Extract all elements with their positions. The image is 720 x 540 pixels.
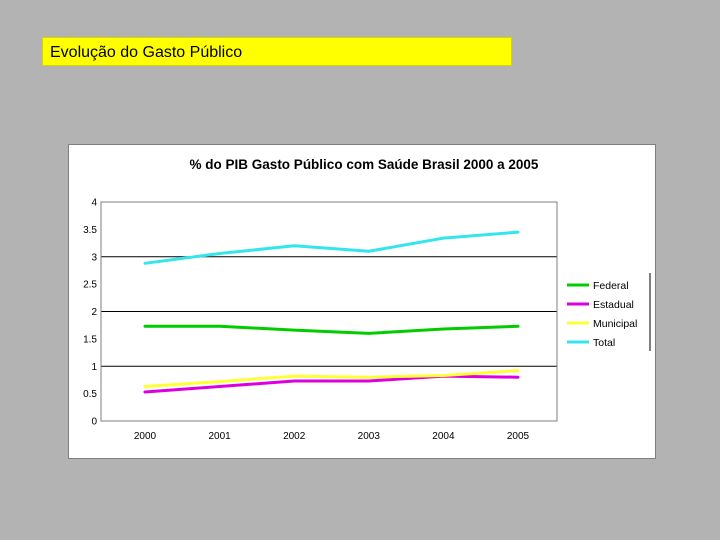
x-tick-label: 2002 — [283, 431, 306, 442]
y-tick-label: 0.5 — [83, 389, 97, 400]
x-tick-label: 2005 — [507, 431, 530, 442]
series-lines — [143, 230, 520, 394]
series-line-municipal — [143, 369, 520, 389]
x-tick-label: 2001 — [208, 431, 231, 442]
legend-label: Municipal — [593, 318, 637, 330]
legend: Federal Estadual Municipal Total — [567, 273, 651, 351]
y-tick-label: 4 — [91, 198, 97, 209]
y-tick-label: 3 — [91, 252, 97, 263]
legend-label: Estadual — [593, 299, 634, 311]
y-tick-label: 2.5 — [83, 280, 97, 291]
y-axis-ticks: 0 0.5 1 1.5 2 2.5 3 3.5 4 — [83, 198, 97, 428]
legend-label: Federal — [593, 280, 629, 292]
y-tick-label: 2 — [91, 307, 97, 318]
x-axis-ticks: 2000 2001 2002 2003 2004 2005 — [134, 431, 530, 442]
y-tick-label: 3.5 — [83, 225, 97, 236]
series-line-estadual — [143, 374, 520, 394]
chart-panel: % do PIB Gasto Público com Saúde Brasil … — [68, 144, 656, 459]
gridlines — [101, 201, 557, 367]
slide-title: Evolução do Gasto Público — [42, 37, 512, 66]
chart-title: % do PIB Gasto Público com Saúde Brasil … — [190, 157, 539, 172]
series-line-federal — [143, 324, 520, 335]
y-tick-label: 1.5 — [83, 334, 97, 345]
y-tick-label: 1 — [91, 362, 97, 373]
x-tick-label: 2003 — [358, 431, 381, 442]
x-tick-label: 2004 — [432, 431, 455, 442]
series-line-total — [143, 230, 520, 265]
plot-area — [100, 201, 558, 422]
line-chart: % do PIB Gasto Público com Saúde Brasil … — [83, 157, 651, 442]
legend-label: Total — [593, 337, 615, 349]
x-tick-label: 2000 — [134, 431, 157, 442]
y-tick-label: 0 — [91, 417, 97, 428]
